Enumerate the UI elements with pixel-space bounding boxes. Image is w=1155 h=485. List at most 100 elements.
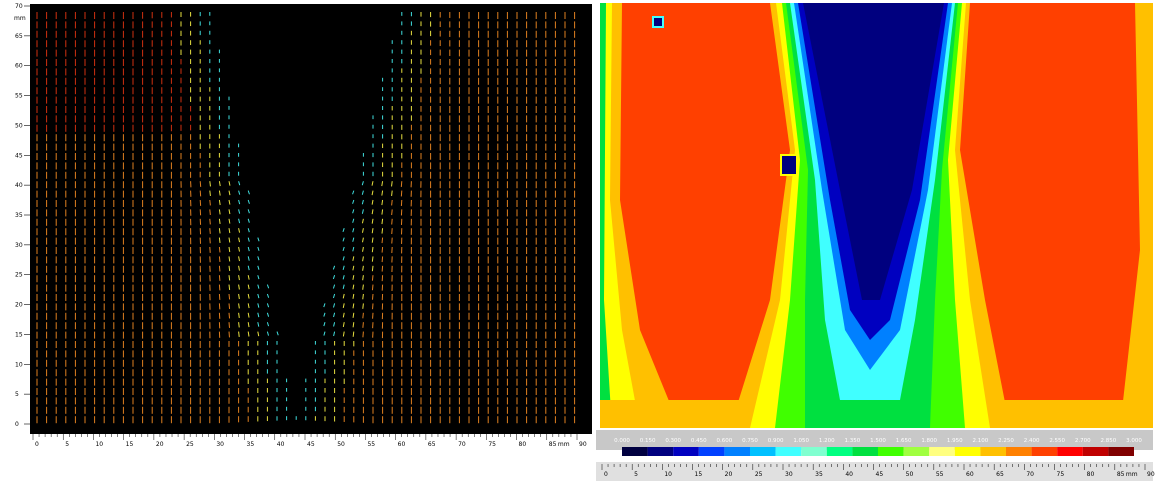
vector-arrow	[382, 209, 383, 214]
y-tick-label: 40	[15, 182, 23, 189]
vector-arrow	[219, 238, 220, 243]
vector-arrow	[219, 228, 220, 233]
colorbar-label: 0.300	[665, 438, 681, 444]
colorbar-swatch	[852, 447, 878, 456]
y-unit: mm	[14, 15, 26, 22]
vector-arrow	[363, 322, 364, 328]
colorbar-swatch	[622, 447, 648, 456]
x-unit: mm	[558, 441, 570, 448]
x-tick-label: 15	[126, 441, 134, 448]
colorbar-label: 1.800	[921, 438, 937, 444]
colorbar-swatch	[1057, 447, 1083, 456]
x-tick-label: 35	[247, 441, 255, 448]
colorbar-swatch	[673, 447, 699, 456]
vector-arrow	[382, 238, 383, 243]
colorbar-label: 1.050	[793, 438, 809, 444]
x-unit: mm	[1126, 471, 1138, 478]
vector-arrow	[210, 200, 211, 205]
x-tick-label: 10	[95, 441, 103, 448]
colorbar-swatch	[878, 447, 904, 456]
colorbar-swatch	[724, 447, 750, 456]
y-tick-label: 15	[15, 331, 23, 338]
colorbar-label: 0.750	[742, 438, 758, 444]
x-tick-label: 55	[367, 441, 375, 448]
x-tick-label: 5	[634, 471, 638, 478]
x-tick-label: 90	[1147, 471, 1155, 478]
x-tick-label: 40	[845, 471, 853, 478]
colorbar-label: 2.700	[1075, 438, 1091, 444]
x-tick-label: 45	[876, 471, 884, 478]
x-tick-label: 60	[398, 441, 406, 448]
x-tick-label: 50	[906, 471, 914, 478]
vector-arrow	[392, 209, 393, 215]
x-tick-label: 20	[725, 471, 733, 478]
colorbar-label: 2.550	[1049, 438, 1065, 444]
colorbar-swatch	[699, 447, 725, 456]
colorbar-label: 0.450	[691, 438, 707, 444]
y-tick-label: 0	[15, 421, 19, 428]
vector-arrow	[372, 256, 373, 261]
x-tick-label: 80	[1087, 471, 1095, 478]
vector-arrow	[382, 247, 383, 253]
vector-arrow	[229, 275, 230, 280]
y-tick-label: 35	[15, 212, 23, 219]
vector-arrow	[210, 191, 211, 196]
vector-arrow	[382, 219, 383, 224]
y-tick-label: 10	[15, 361, 23, 368]
x-tick-label: 65	[996, 471, 1004, 478]
vector-arrow	[239, 313, 240, 318]
contour-spot	[653, 17, 663, 27]
colorbar-swatch	[1108, 447, 1134, 456]
vector-arrow	[363, 303, 364, 308]
colorbar-swatch	[827, 447, 853, 456]
colorbar-swatch	[750, 447, 776, 456]
x-tick-label: 75	[1057, 471, 1065, 478]
vector-arrow	[219, 219, 220, 224]
vector-arrow	[239, 332, 240, 337]
vector-arrow	[392, 200, 393, 205]
vector-arrow	[239, 303, 240, 308]
x-tick-label: 30	[216, 441, 224, 448]
vector-arrow	[363, 285, 364, 290]
colorbar-label: 2.850	[1101, 438, 1117, 444]
colorbar-swatch	[904, 447, 930, 456]
vector-arrow	[219, 256, 220, 262]
x-tick-label: 0	[604, 471, 608, 478]
vector-arrow	[219, 247, 220, 252]
vector-arrow	[392, 181, 393, 186]
x-tick-label: 80	[519, 441, 527, 448]
contour-map	[600, 3, 1153, 428]
x-tick-label: 85	[1117, 471, 1125, 478]
colorbar-swatch	[648, 447, 674, 456]
x-tick-label: 85	[549, 441, 557, 448]
colorbar-label: 1.950	[947, 438, 963, 444]
x-tick-label: 40	[277, 441, 285, 448]
x-tick-label: 25	[186, 441, 194, 448]
x-tick-label: 45	[307, 441, 315, 448]
vector-arrow	[392, 191, 393, 196]
colorbar-swatch	[980, 447, 1006, 456]
y-tick-label: 5	[15, 391, 19, 398]
y-tick-label: 25	[15, 272, 23, 279]
x-tick-label: 25	[755, 471, 763, 478]
x-tick-label: 10	[664, 471, 672, 478]
vector-arrow	[229, 285, 230, 290]
vector-arrow	[372, 285, 373, 291]
vector-arrow	[229, 303, 230, 309]
vector-arrow	[219, 209, 220, 214]
y-tick-label: 70	[15, 3, 23, 10]
vector-arrow	[229, 313, 230, 319]
ruler	[596, 462, 1153, 481]
colorbar-label: 2.100	[973, 438, 989, 444]
y-tick-label: 55	[15, 93, 23, 100]
y-tick-label: 45	[15, 152, 23, 159]
x-tick-label: 75	[488, 441, 496, 448]
vector-arrow	[219, 266, 220, 272]
y-tick-label: 20	[15, 302, 23, 309]
colorbar-label: 0.000	[614, 438, 630, 444]
x-tick-label: 70	[458, 441, 466, 448]
vector-arrow	[210, 209, 211, 215]
vector-arrow	[229, 256, 230, 261]
colorbar-swatch	[1032, 447, 1058, 456]
x-tick-label: 30	[785, 471, 793, 478]
